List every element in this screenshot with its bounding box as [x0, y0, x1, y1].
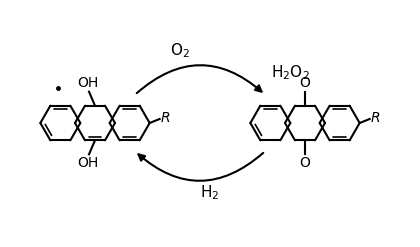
Text: O: O — [299, 156, 310, 170]
FancyArrowPatch shape — [139, 153, 263, 181]
Text: OH: OH — [77, 156, 99, 170]
Text: O$_2$: O$_2$ — [170, 42, 190, 60]
Text: R: R — [370, 111, 380, 125]
FancyArrowPatch shape — [137, 65, 262, 93]
Text: O: O — [299, 76, 310, 90]
Text: R: R — [160, 111, 170, 125]
Text: H$_2$O$_2$: H$_2$O$_2$ — [271, 64, 310, 82]
Text: OH: OH — [77, 76, 99, 90]
Text: H$_2$: H$_2$ — [200, 184, 220, 202]
